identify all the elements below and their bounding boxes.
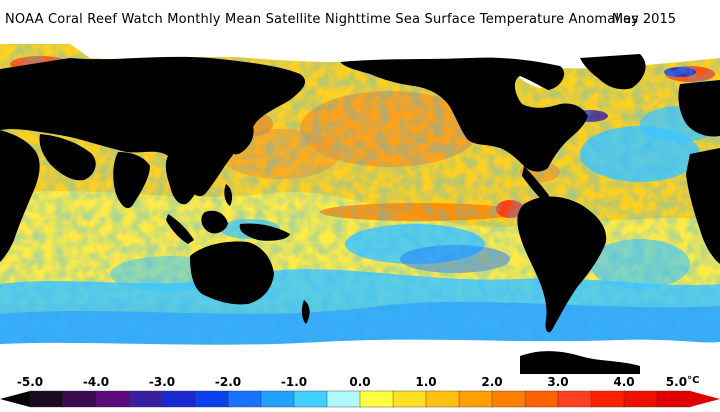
colorbar-swatch: [326, 390, 361, 408]
land-philippines: [224, 184, 233, 206]
colorbar-swatch: [62, 390, 97, 408]
colorbar-swatch: [392, 390, 427, 408]
colorbar-swatch: [458, 390, 493, 408]
colorbar-swatch: [227, 390, 262, 408]
title-bar: NOAA Coral Reef Watch Monthly Mean Satel…: [0, 0, 720, 44]
map-canvas: [0, 44, 720, 374]
colorbar-swatch: [95, 390, 130, 408]
colorbar-swatch: [425, 390, 460, 408]
colorbar-tick-label: 2.0: [481, 375, 503, 389]
land-australia: [190, 241, 274, 305]
sst-anomaly-map[interactable]: [0, 44, 720, 374]
colorbar-tick-label: 4.0: [613, 375, 635, 389]
colorbar-swatch: [524, 390, 559, 408]
colorbar-tick-label: 3.0: [547, 375, 569, 389]
colorbar-tick-label: 5.0°C: [665, 375, 700, 389]
colorbar-tick-label: -5.0: [16, 375, 44, 389]
land-new-guinea: [239, 223, 290, 241]
colorbar-swatch: [161, 390, 196, 408]
colorbar-swatch: [359, 390, 394, 408]
land-sumatra: [166, 214, 194, 244]
land-north-america: [340, 57, 588, 172]
colorbar-labels: -5.0 -4.0 -3.0 -2.0 -1.0 0.0 1.0 2.0 3.0 4.0 5.0°C: [0, 375, 720, 391]
colorbar-swatch: [194, 390, 229, 408]
map-date: May 2015: [611, 12, 676, 27]
colorbar-swatch: [29, 390, 64, 408]
colorbar-tick-label: 0.0: [349, 375, 371, 389]
colorbar-arrow-low: [0, 391, 30, 407]
colorbar-swatch: [491, 390, 526, 408]
colorbar-tick-label: -3.0: [148, 375, 176, 389]
colorbar-swatch: [293, 390, 328, 408]
land-japan: [233, 114, 254, 155]
land-south-america: [517, 196, 607, 333]
colorbar-tick-label: -4.0: [82, 375, 110, 389]
colorbar-tick-label: -1.0: [280, 375, 308, 389]
land-africa-west: [686, 148, 720, 264]
colorbar-swatch: [623, 390, 658, 408]
colorbar-swatch: [656, 390, 691, 408]
land-africa-east: [0, 130, 40, 262]
colorbar: [0, 390, 720, 408]
land-europe: [678, 80, 720, 137]
land-new-zealand: [301, 300, 310, 324]
land-arabia: [39, 134, 96, 181]
colorbar-tick-label: -2.0: [214, 375, 242, 389]
colorbar-arrow-high: [690, 391, 720, 407]
land-eurasia: [0, 56, 306, 197]
colorbar-tick-label: 1.0: [415, 375, 437, 389]
land-india: [113, 152, 150, 209]
colorbar-swatch: [557, 390, 592, 408]
map-title: NOAA Coral Reef Watch Monthly Mean Satel…: [5, 12, 639, 27]
colorbar-swatch: [128, 390, 163, 408]
colorbar-swatch: [590, 390, 625, 408]
colorbar-unit: °C: [687, 375, 700, 386]
land-borneo: [201, 210, 228, 234]
colorbar-swatch: [260, 390, 295, 408]
arctic-ice: [70, 44, 720, 69]
land-greenland: [580, 54, 646, 90]
land-central-america: [522, 166, 550, 202]
colorbar-graphic: [0, 390, 720, 408]
land-se-asia: [165, 156, 197, 205]
antarctica-land: [520, 351, 640, 374]
